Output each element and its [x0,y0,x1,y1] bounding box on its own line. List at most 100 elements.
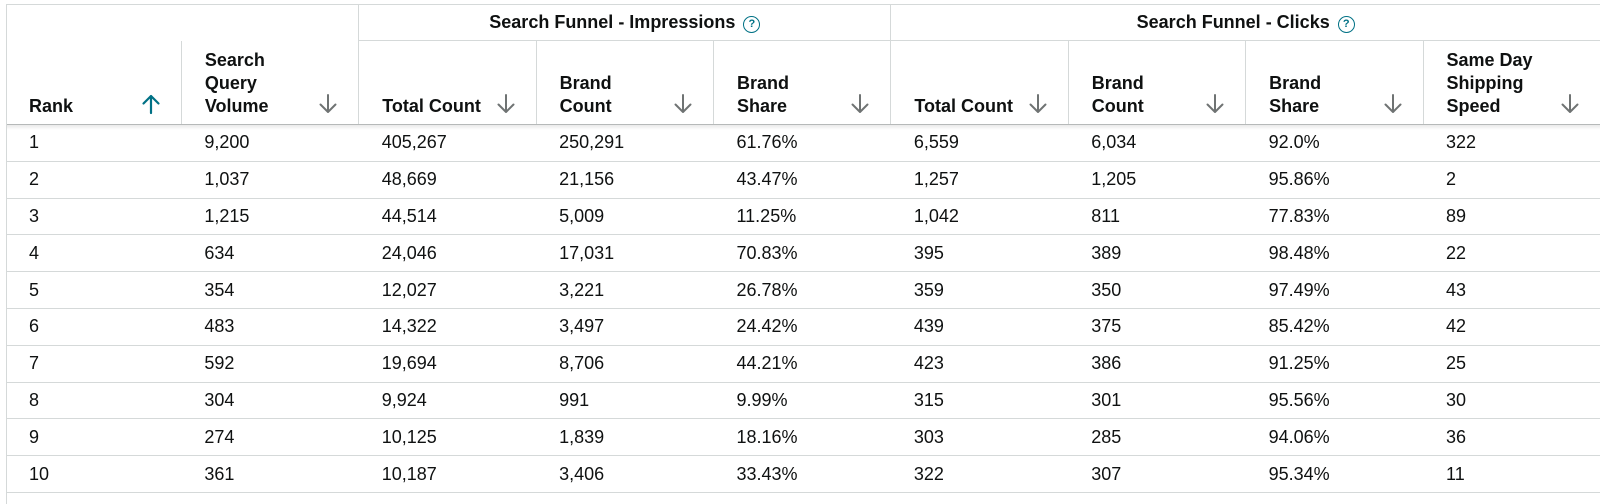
sort-descending-icon[interactable] [494,92,518,116]
table-row: 7 592 19,694 8,706 44.21% 423 386 91.25% 25 [7,345,1600,383]
column-header-row: Rank Search Query Volume Total Count [7,40,1600,125]
cell-impressions-total-count: 10,187 [358,455,537,493]
sort-ascending-icon[interactable] [139,92,163,116]
sort-descending-icon[interactable] [1026,92,1050,116]
cell-clicks-brand-share: 95.56% [1245,382,1424,420]
cell-search-query-volume: 1,037 [181,161,359,199]
cell-impressions-total-count: 9,924 [358,382,537,420]
cell-clicks-total-count: 423 [890,345,1069,383]
column-header-impressions-total-count[interactable]: Total Count [358,40,537,125]
column-group-row: Search Funnel - Impressions? Search Funn… [7,5,1600,41]
column-header-same-day-shipping-speed[interactable]: Same Day Shipping Speed [1423,40,1600,125]
cell-clicks-brand-count: 375 [1068,308,1246,346]
column-header-clicks-total-count[interactable]: Total Count [890,40,1069,125]
cell-clicks-brand-share: 77.83% [1245,198,1424,236]
cell-impressions-total-count: 48,669 [358,161,537,199]
cell-impressions-brand-count: 17,031 [536,234,714,273]
column-header-impressions-brand-share[interactable]: Brand Share [713,40,892,125]
cell-search-query-volume: 634 [181,234,359,273]
cell-impressions-total-count: 19,694 [358,345,537,383]
table-row: 2 1,037 48,669 21,156 43.47% 1,257 1,205 95.86%… [7,161,1600,199]
column-label: Total Count [914,96,1014,116]
column-header-clicks-brand-share[interactable]: Brand Share [1245,40,1424,125]
cell-clicks-total-count: 395 [890,234,1069,273]
cell-impressions-brand-share: 33.43% [713,455,891,493]
cell-same-day-shipping-speed: 43 [1423,271,1600,309]
cell-impressions-brand-count: 3,221 [536,271,714,309]
sort-descending-icon[interactable] [1558,92,1582,116]
table-row: 9 274 10,125 1,839 18.16% 303 285 94.06% 36 [7,418,1600,457]
cell-same-day-shipping-speed: 2 [1423,161,1600,199]
cell-impressions-total-count: 10,125 [358,418,537,457]
cell-clicks-total-count: 359 [890,271,1069,309]
column-label: Same Day Shipping Speed [1446,50,1533,116]
cell-impressions-brand-count: 21,156 [536,161,714,199]
cell-impressions-total-count: 44,514 [358,198,537,236]
cell-clicks-brand-share: 98.48% [1245,234,1424,273]
cell-clicks-brand-count: 285 [1068,418,1246,457]
help-icon[interactable]: ? [743,16,761,33]
cell-clicks-brand-share: 94.06% [1245,418,1424,457]
cell-search-query-volume: 9,200 [181,124,359,162]
cell-clicks-brand-count: 389 [1068,234,1246,273]
sort-descending-icon[interactable] [671,92,695,116]
cell-search-query-volume: 592 [181,345,359,383]
cell-impressions-brand-count: 3,406 [536,455,714,493]
column-label: Brand Share [1269,73,1322,116]
column-header-impressions-brand-count[interactable]: Brand Count [536,40,715,125]
cell-rank: 1 [7,124,182,162]
group-label-impressions: Search Funnel - Impressions [489,12,736,32]
table-row: 5 354 12,027 3,221 26.78% 359 350 97.49% 43 [7,271,1600,309]
cell-search-query-volume: 361 [181,455,359,493]
cell-clicks-brand-share: 85.42% [1245,308,1424,346]
cell-clicks-brand-share: 95.86% [1245,161,1424,199]
cell-clicks-brand-share: 95.34% [1245,455,1424,493]
cell-impressions-brand-count: 5,009 [536,198,714,236]
table-body: 1 9,200 405,267 250,291 61.76% 6,559 6,034 92.0… [7,124,1600,493]
cell-impressions-brand-share: 70.83% [713,234,891,273]
cell-impressions-brand-share: 11.25% [713,198,891,236]
search-query-table-frame: Search Funnel - Impressions? Search Funn… [6,4,1600,504]
cell-impressions-brand-count: 991 [536,382,714,420]
sort-descending-icon[interactable] [848,92,872,116]
column-header-rank[interactable]: Rank [7,40,182,125]
cell-rank: 6 [7,308,182,346]
cell-search-query-volume: 274 [181,418,359,457]
cell-impressions-brand-count: 3,497 [536,308,714,346]
cell-impressions-total-count: 12,027 [358,271,537,309]
cell-impressions-brand-count: 1,839 [536,418,714,457]
column-header-clicks-brand-count[interactable]: Brand Count [1068,40,1247,125]
table-row: 6 483 14,322 3,497 24.42% 439 375 85.42% 42 [7,308,1600,346]
cell-impressions-brand-share: 18.16% [713,418,891,457]
cell-search-query-volume: 304 [181,382,359,420]
cell-impressions-total-count: 24,046 [358,234,537,273]
group-header-impressions: Search Funnel - Impressions? [358,5,892,41]
cell-clicks-total-count: 439 [890,308,1069,346]
cell-impressions-brand-share: 26.78% [713,271,891,309]
column-label: Brand Count [559,73,612,116]
sort-descending-icon[interactable] [1381,92,1405,116]
cell-clicks-total-count: 315 [890,382,1069,420]
cell-rank: 8 [7,382,182,420]
column-label: Rank [29,96,74,116]
cell-clicks-total-count: 303 [890,418,1069,457]
table-row: 1 9,200 405,267 250,291 61.76% 6,559 6,034 92.0… [7,124,1600,162]
cell-same-day-shipping-speed: 89 [1423,198,1600,236]
table-row: 10 361 10,187 3,406 33.43% 322 307 95.34% 11 [7,455,1600,493]
cell-impressions-brand-share: 61.76% [713,124,891,162]
help-icon[interactable]: ? [1337,16,1355,33]
column-header-search-query-volume[interactable]: Search Query Volume [181,40,360,125]
cell-impressions-brand-count: 250,291 [536,124,714,162]
sort-descending-icon[interactable] [316,92,340,116]
group-label-clicks: Search Funnel - Clicks [1136,12,1330,32]
cell-same-day-shipping-speed: 25 [1423,345,1600,383]
cell-rank: 10 [7,455,182,493]
cell-clicks-brand-count: 1,205 [1068,161,1246,199]
sort-descending-icon[interactable] [1203,92,1227,116]
cell-impressions-brand-share: 44.21% [713,345,891,383]
cell-clicks-total-count: 322 [890,455,1069,493]
table-row: 3 1,215 44,514 5,009 11.25% 1,042 811 77.83% 89 [7,198,1600,236]
table-header: Search Funnel - Impressions? Search Funn… [7,5,1600,125]
table-row: 8 304 9,924 991 9.99% 315 301 95.56% 30 [7,382,1600,420]
cell-clicks-brand-count: 6,034 [1068,124,1246,162]
